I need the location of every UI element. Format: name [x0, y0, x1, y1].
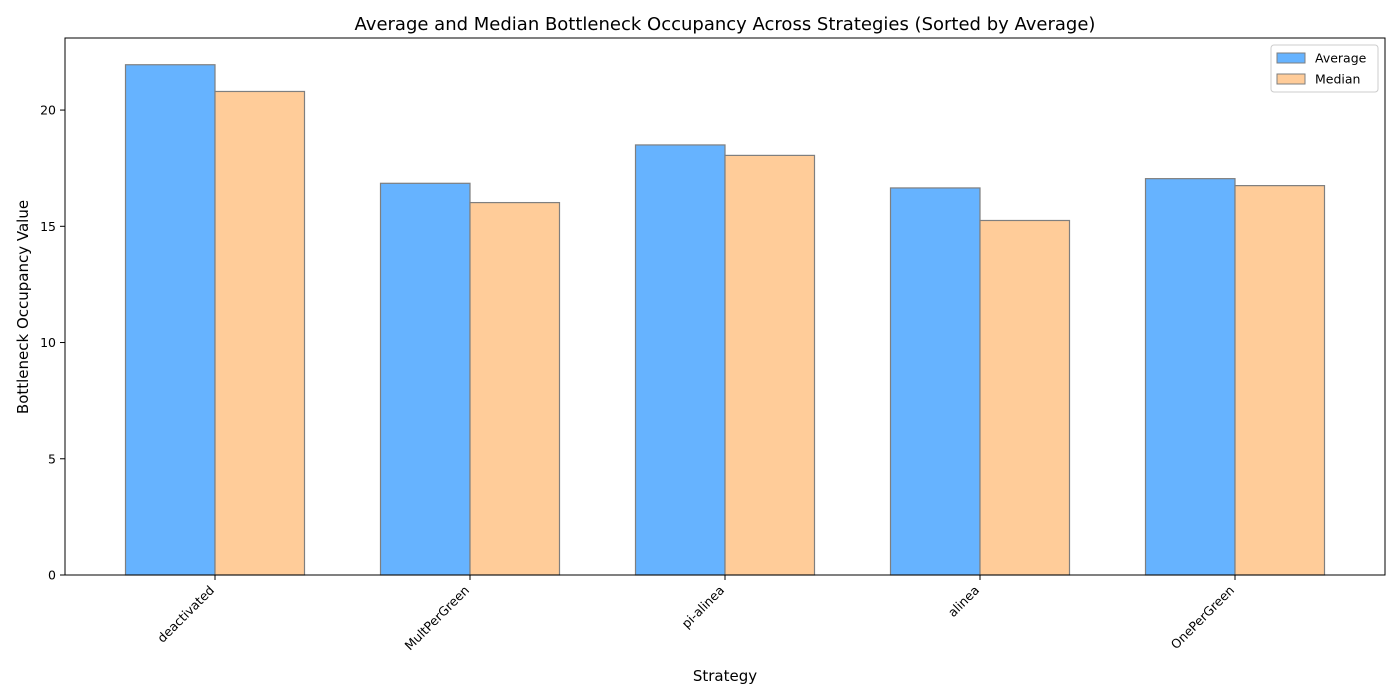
- legend: Average Median: [1270, 44, 1379, 93]
- y-tick-label: 15: [40, 219, 56, 234]
- x-tick-label-pi-alinea: pi-alinea: [678, 583, 727, 632]
- x-axis-title: Strategy: [693, 667, 757, 685]
- x-tick-label-deactivated: deactivated: [154, 583, 217, 646]
- legend-label-average: Average: [1315, 51, 1367, 66]
- x-ticks-group: deactivated MultPerGreen pi-alinea alinea On…: [154, 575, 1237, 653]
- bar-median-alinea: [979, 219, 1071, 576]
- y-tick-label: 0: [48, 568, 56, 583]
- y-tick-label: 5: [48, 451, 56, 466]
- bar-average-MultPerGreen: [379, 182, 471, 576]
- bars-group: [124, 64, 1326, 576]
- x-tick-label-OnePerGreen: OnePerGreen: [1168, 583, 1237, 652]
- bar-median-deactivated: [214, 90, 306, 576]
- bar-average-alinea: [889, 187, 981, 576]
- bar-average-pi-alinea: [634, 144, 726, 576]
- y-tick-label: 20: [40, 103, 56, 118]
- legend-label-median: Median: [1315, 72, 1360, 87]
- y-tick-label: 10: [40, 335, 56, 350]
- legend-swatch-average: [1276, 52, 1306, 64]
- bar-average-deactivated: [124, 64, 216, 576]
- x-tick-label-MultPerGreen: MultPerGreen: [402, 583, 473, 654]
- chart-title: Average and Median Bottleneck Occupancy …: [355, 14, 1096, 35]
- bar-median-pi-alinea: [724, 154, 816, 576]
- y-ticks-group: 0 5 10 15 20: [40, 103, 65, 583]
- legend-swatch-median: [1276, 73, 1306, 85]
- y-axis-title: Bottleneck Occupancy Value: [14, 200, 32, 414]
- bar-median-MultPerGreen: [469, 201, 561, 576]
- bar-average-OnePerGreen: [1144, 178, 1236, 576]
- x-tick-label-alinea: alinea: [945, 583, 982, 620]
- bar-median-OnePerGreen: [1234, 185, 1326, 576]
